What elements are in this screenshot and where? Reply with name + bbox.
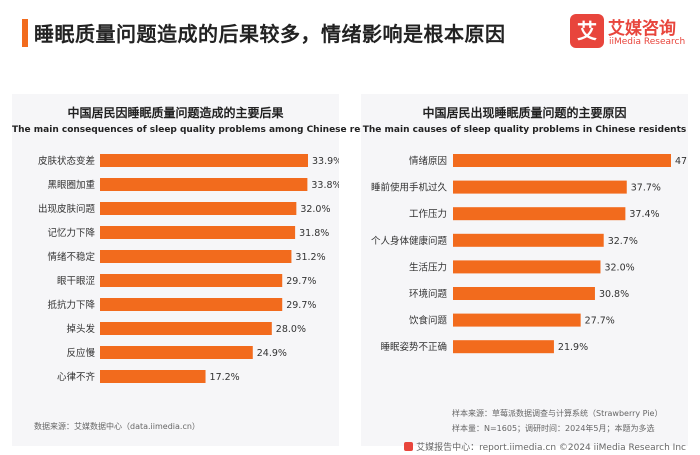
value-label: 33.8% (311, 180, 339, 191)
category-label: 生活压力 (409, 261, 447, 273)
category-label: 环境问题 (409, 288, 448, 300)
category-label: 工作压力 (409, 208, 447, 220)
value-label: 32.0% (604, 262, 634, 273)
category-label: 个人身体健康问题 (371, 235, 448, 247)
category-label: 掉头发 (66, 323, 95, 335)
report-center-icon (404, 442, 414, 451)
value-label: 27.7% (585, 316, 615, 327)
footer: 艾媒报告中心：report.iimedia.cn ©2024 iiMedia R… (0, 438, 700, 455)
value-label: 31.8% (299, 228, 329, 239)
logo-english-name: iiMedia Research (609, 37, 686, 47)
bar (453, 313, 581, 327)
bar (100, 298, 283, 311)
bar (100, 274, 283, 287)
category-label: 情绪原因 (409, 155, 447, 167)
bar (100, 346, 253, 359)
value-label: 24.9% (257, 348, 287, 359)
logo-mark-icon: 艾 (570, 14, 604, 48)
bar (100, 370, 206, 383)
bar-chart-consequences: 皮肤状态变差 33.9% 黑眼圈加重 33.8% 出现皮肤问题 32.0% 记忆力下降 31.… (38, 154, 339, 383)
category-label: 情绪不稳定 (47, 251, 95, 263)
logo-chinese-name: 艾媒咨询 (608, 19, 676, 39)
chart-title-consequences: 中国居民因睡眠质量问题造成的主要后果 (67, 106, 284, 120)
title-accent-bar (22, 19, 28, 47)
bar-chart-causes: 情绪原因 47.3% 睡前使用手机过久 37.7% 工作压力 37.4% 个人身体健康问题 3… (371, 154, 688, 354)
chart-panel-consequences: 中国居民因睡眠质量问题造成的主要后果 The main consequences… (12, 94, 398, 446)
category-label: 黑眼圈加重 (47, 179, 95, 191)
category-label: 睡眠姿势不正确 (380, 341, 447, 353)
value-label: 29.7% (286, 276, 316, 287)
category-label: 记忆力下降 (47, 227, 95, 239)
chart-panel-causes: 中国居民出现睡眠质量问题的主要原因 The main causes of sle… (361, 94, 688, 446)
bar (100, 154, 308, 167)
bar (100, 178, 308, 191)
bar (100, 322, 272, 335)
value-label: 21.9% (558, 342, 588, 353)
value-label: 28.0% (276, 324, 306, 335)
category-label: 饮食问题 (409, 315, 448, 327)
bar (453, 233, 604, 247)
sample-size-note: 样本量：N=1605；调研时间：2024年5月；本题为多选 (452, 424, 655, 433)
category-label: 出现皮肤问题 (38, 203, 96, 215)
category-label: 眼干眼涩 (57, 276, 96, 287)
value-label: 29.7% (286, 300, 316, 311)
chart-title-causes: 中国居民出现睡眠质量问题的主要原因 (422, 106, 627, 120)
value-label: 37.7% (631, 183, 661, 194)
value-label: 47.3% (675, 156, 688, 167)
category-label: 反应慢 (66, 347, 95, 359)
category-label: 抵抗力下降 (47, 299, 95, 311)
value-label: 33.9% (312, 156, 339, 167)
value-label: 30.8% (599, 289, 629, 300)
category-label: 皮肤状态变差 (38, 155, 95, 167)
value-label: 32.0% (300, 204, 330, 215)
value-label: 32.7% (608, 236, 638, 247)
bar (100, 226, 296, 239)
brand-logo: 艾 艾媒咨询 iiMedia Research (570, 14, 688, 54)
bar (453, 340, 554, 354)
data-source-note: 数据来源：艾媒数据中心（data.iimedia.cn） (34, 422, 200, 431)
value-label: 17.2% (210, 372, 240, 383)
value-label: 37.4% (629, 209, 659, 220)
category-label: 睡前使用手机过久 (371, 182, 448, 194)
bar (453, 287, 595, 300)
bar (453, 154, 671, 167)
sample-source-note: 样本来源：草莓派数据调查与计算系统（Strawberry Pie） (452, 409, 663, 418)
bar (453, 260, 601, 274)
chart-subtitle-consequences: The main consequences of sleep quality p… (12, 125, 398, 135)
footer-text: 艾媒报告中心：report.iimedia.cn ©2024 iiMedia R… (416, 443, 686, 453)
page-title: 睡眠质量问题造成的后果较多，情绪影响是根本原因 (34, 22, 506, 46)
bar (100, 202, 297, 215)
category-label: 心律不齐 (57, 371, 96, 383)
chart-subtitle-causes: The main causes of sleep quality problem… (362, 125, 687, 135)
bar (453, 207, 626, 221)
bar (100, 250, 292, 263)
bar (453, 180, 627, 194)
value-label: 31.2% (295, 252, 325, 263)
